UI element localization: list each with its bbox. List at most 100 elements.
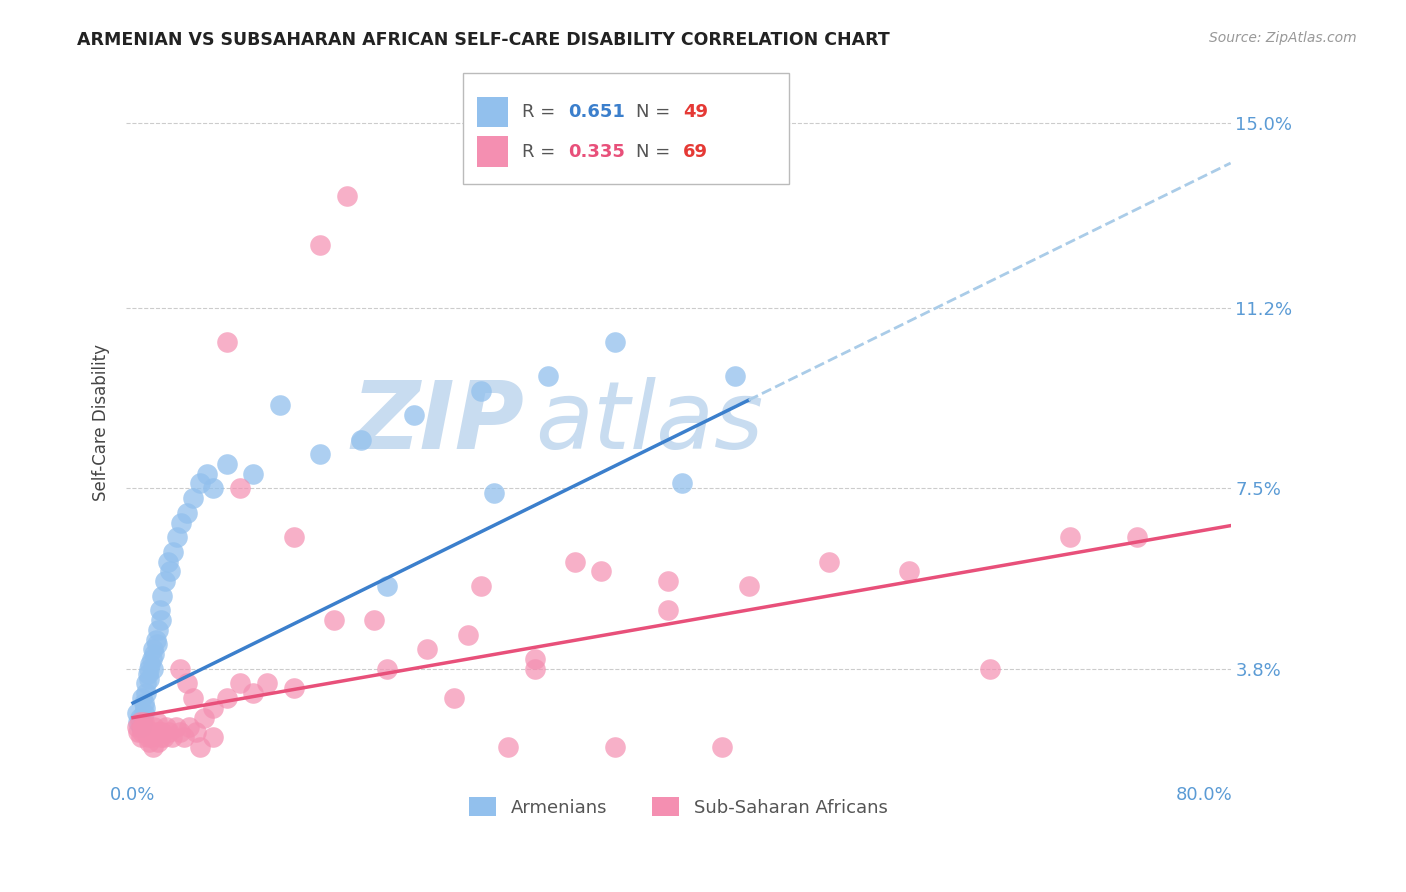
Point: [242, 686, 264, 700]
Point: [132, 706, 155, 720]
Text: ARMENIAN VS SUBSAHARAN AFRICAN SELF-CARE DISABILITY CORRELATION CHART: ARMENIAN VS SUBSAHARAN AFRICAN SELF-CARE…: [77, 31, 890, 49]
Legend: Armenians, Sub-Saharan Africans: Armenians, Sub-Saharan Africans: [460, 789, 897, 826]
Point: [404, 408, 426, 422]
Point: [603, 334, 626, 349]
Point: [145, 632, 167, 647]
Point: [150, 730, 173, 744]
Point: [523, 662, 546, 676]
Point: [134, 720, 156, 734]
Point: [148, 735, 170, 749]
Point: [657, 603, 679, 617]
Point: [322, 613, 344, 627]
Point: [138, 662, 160, 676]
Point: [142, 662, 165, 676]
Point: [336, 188, 359, 202]
Point: [155, 720, 177, 734]
Point: [1059, 530, 1081, 544]
Point: [898, 564, 921, 578]
Point: [129, 720, 152, 734]
Point: [142, 739, 165, 754]
Point: [136, 730, 159, 744]
Point: [153, 574, 176, 588]
Text: Source: ZipAtlas.com: Source: ZipAtlas.com: [1209, 31, 1357, 45]
Point: [127, 715, 149, 730]
Point: [176, 506, 198, 520]
Point: [188, 476, 211, 491]
Point: [152, 589, 174, 603]
Point: [188, 739, 211, 754]
Point: [141, 652, 163, 666]
Point: [657, 574, 679, 588]
Point: [416, 642, 439, 657]
Point: [135, 725, 157, 739]
Point: [160, 730, 183, 744]
Point: [131, 725, 153, 739]
FancyBboxPatch shape: [478, 97, 509, 128]
Point: [141, 730, 163, 744]
Point: [215, 691, 238, 706]
Point: [179, 720, 201, 734]
Point: [162, 545, 184, 559]
Point: [149, 725, 172, 739]
Point: [176, 676, 198, 690]
Point: [134, 701, 156, 715]
Point: [181, 491, 204, 505]
Point: [818, 555, 841, 569]
Point: [125, 706, 148, 720]
Point: [150, 613, 173, 627]
FancyBboxPatch shape: [463, 72, 789, 184]
Point: [131, 715, 153, 730]
Point: [129, 730, 152, 744]
Point: [269, 399, 291, 413]
Point: [152, 725, 174, 739]
Point: [603, 739, 626, 754]
Point: [496, 739, 519, 754]
Point: [523, 652, 546, 666]
Point: [173, 730, 195, 744]
Point: [146, 715, 169, 730]
Point: [135, 686, 157, 700]
Point: [349, 433, 371, 447]
Point: [1126, 530, 1149, 544]
Point: [157, 725, 180, 739]
Text: atlas: atlas: [534, 377, 763, 468]
Point: [135, 676, 157, 690]
Point: [184, 725, 207, 739]
Point: [128, 715, 150, 730]
Point: [148, 623, 170, 637]
Point: [127, 725, 149, 739]
Point: [128, 710, 150, 724]
Point: [564, 555, 586, 569]
Point: [132, 715, 155, 730]
Point: [181, 691, 204, 706]
Text: 69: 69: [683, 143, 707, 161]
Point: [195, 467, 218, 481]
Point: [169, 725, 191, 739]
Text: R =: R =: [522, 103, 561, 121]
Point: [591, 564, 613, 578]
Y-axis label: Self-Care Disability: Self-Care Disability: [93, 344, 110, 501]
Point: [202, 701, 225, 715]
Point: [443, 691, 465, 706]
Point: [537, 369, 560, 384]
Point: [166, 530, 188, 544]
Point: [215, 334, 238, 349]
Point: [229, 481, 252, 495]
Text: R =: R =: [522, 143, 561, 161]
Point: [165, 720, 187, 734]
Point: [149, 603, 172, 617]
Point: [283, 530, 305, 544]
Point: [131, 720, 153, 734]
Point: [131, 691, 153, 706]
Point: [309, 237, 332, 252]
Point: [169, 662, 191, 676]
Point: [138, 735, 160, 749]
Text: N =: N =: [637, 143, 676, 161]
Point: [484, 486, 506, 500]
Point: [229, 676, 252, 690]
Point: [309, 447, 332, 461]
Point: [242, 467, 264, 481]
Point: [738, 579, 761, 593]
Point: [193, 710, 215, 724]
Point: [375, 662, 398, 676]
